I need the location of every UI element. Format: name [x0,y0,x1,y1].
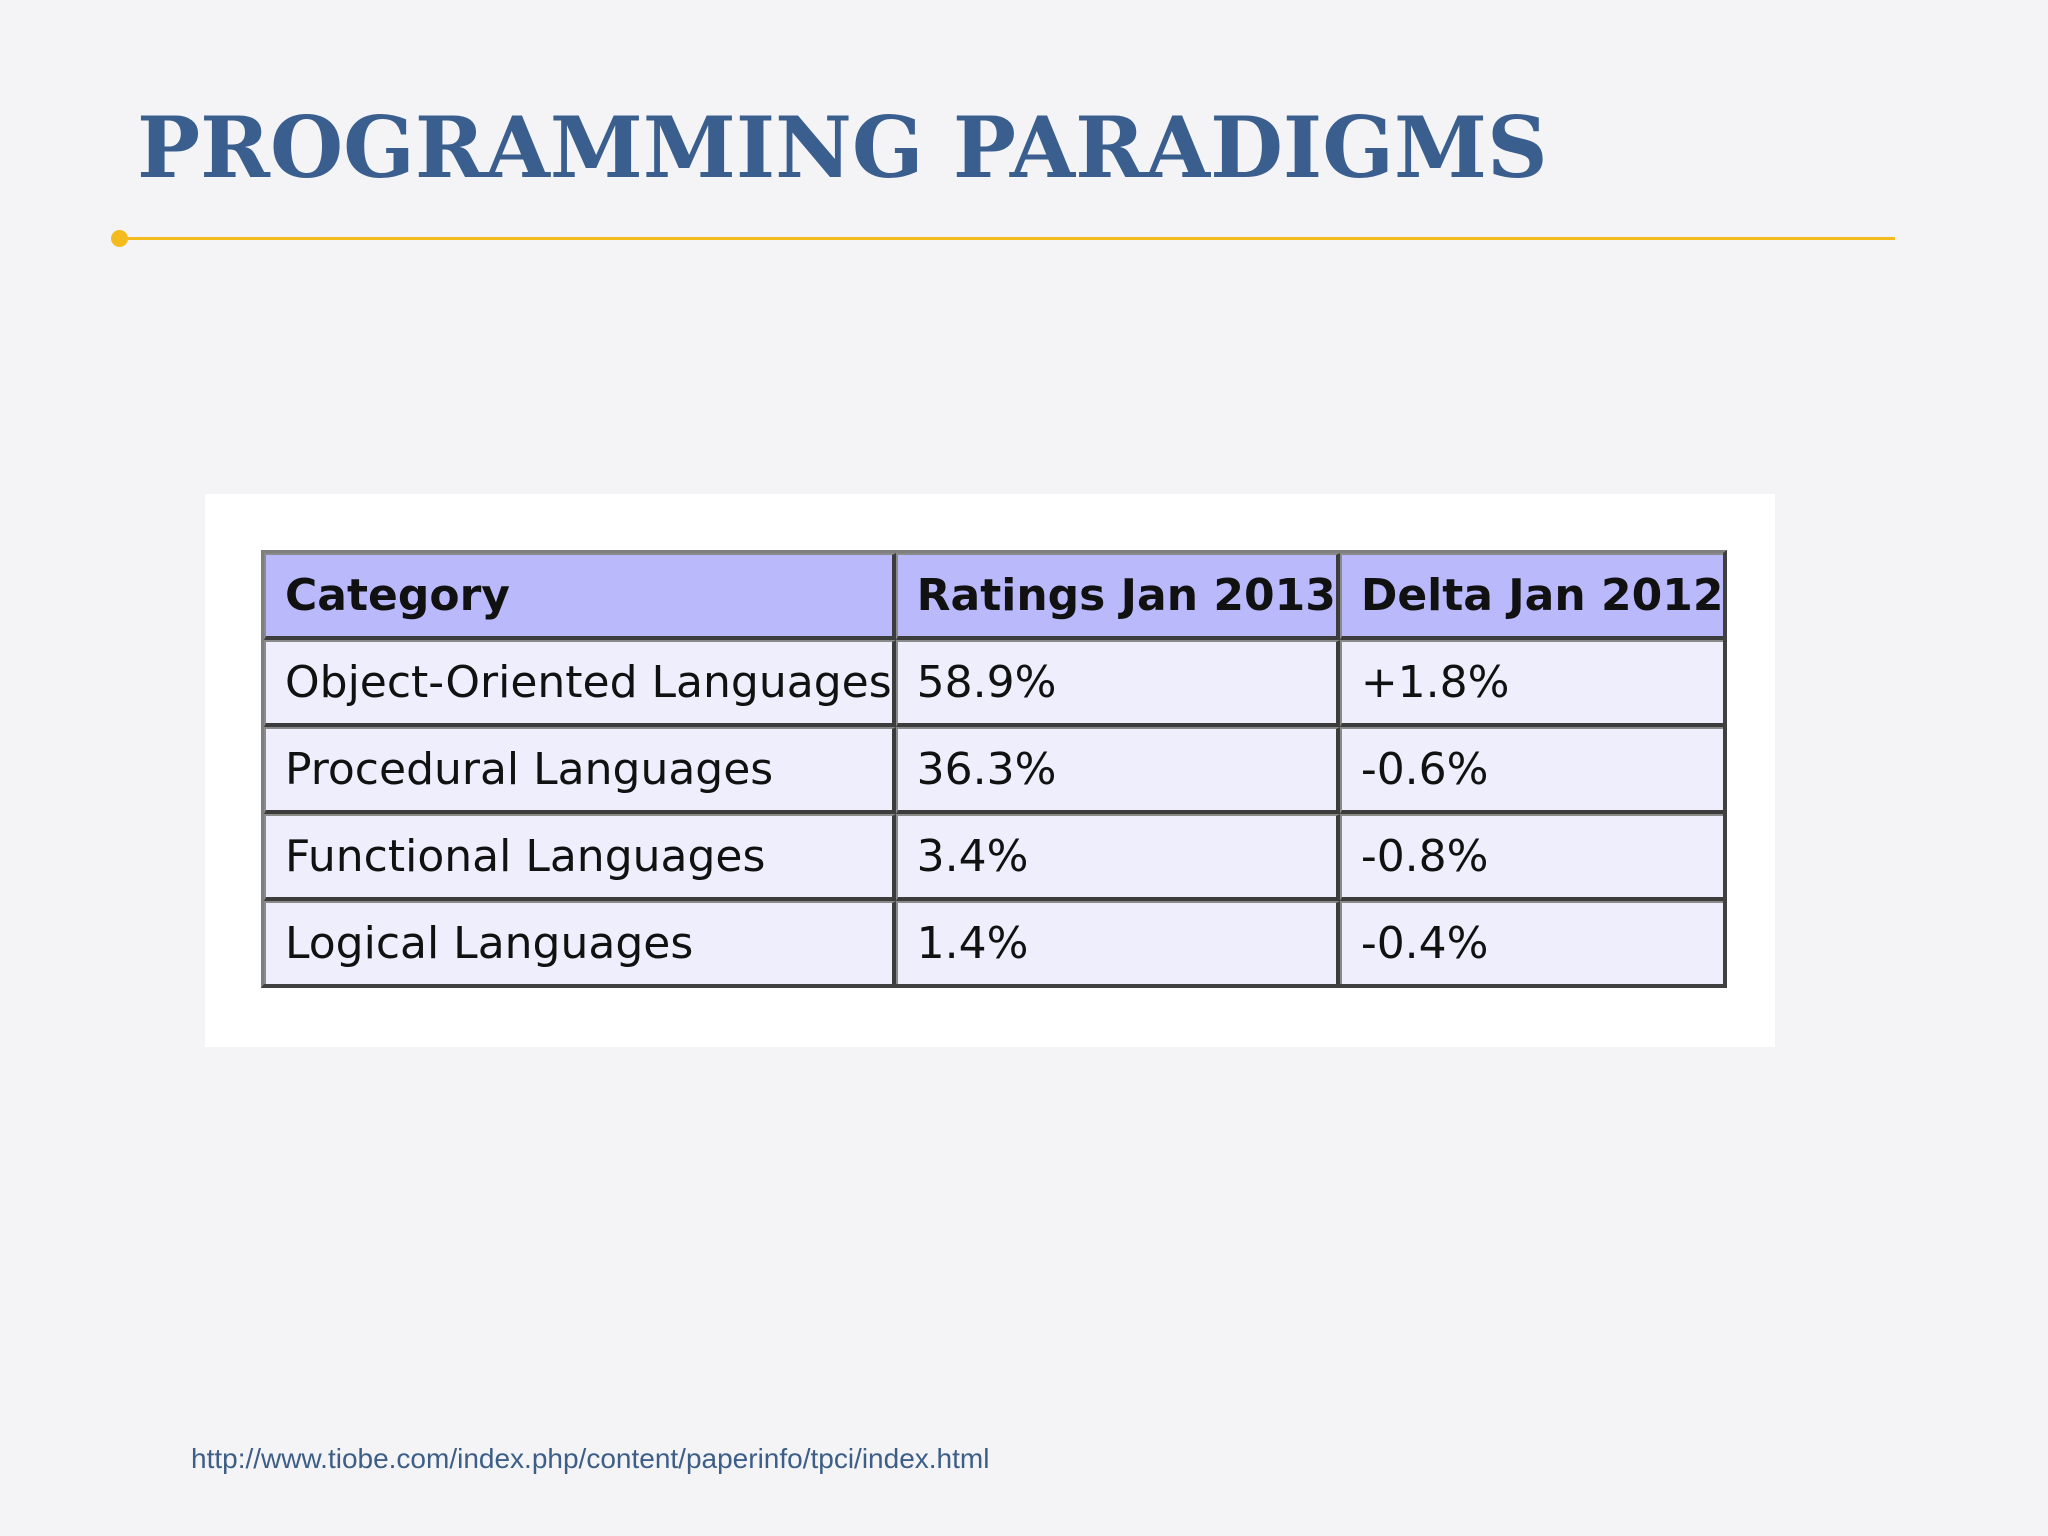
header-category: Category [264,553,896,640]
table-row: Functional Languages 3.4% -0.8% [264,814,1724,901]
source-link[interactable]: http://www.tiobe.com/index.php/content/p… [191,1443,990,1474]
cell-category: Procedural Languages [264,727,896,814]
cell-category: Functional Languages [264,814,896,901]
table-row: Logical Languages 1.4% -0.4% [264,901,1724,984]
cell-rating: 1.4% [895,901,1340,984]
cell-category: Logical Languages [264,901,896,984]
cell-delta: -0.8% [1339,814,1724,901]
cell-delta: +1.8% [1339,640,1724,727]
table-image-panel: Category Ratings Jan 2013 Delta Jan 2012… [205,494,1775,1047]
slide-title: PROGRAMMING PARADIGMS [137,98,1548,197]
cell-category: Object-Oriented Languages [264,640,896,727]
table-row: Object-Oriented Languages 58.9% +1.8% [264,640,1724,727]
cell-rating: 58.9% [895,640,1340,727]
cell-rating: 3.4% [895,814,1340,901]
paradigm-ratings-table: Category Ratings Jan 2013 Delta Jan 2012… [261,550,1728,988]
cell-rating: 36.3% [895,727,1340,814]
header-delta: Delta Jan 2012 [1339,553,1724,640]
cell-delta: -0.6% [1339,727,1724,814]
table-header-row: Category Ratings Jan 2013 Delta Jan 2012 [264,553,1724,640]
title-underline-rule [119,237,1895,240]
cell-delta: -0.4% [1339,901,1724,984]
header-ratings: Ratings Jan 2013 [895,553,1340,640]
table-row: Procedural Languages 36.3% -0.6% [264,727,1724,814]
